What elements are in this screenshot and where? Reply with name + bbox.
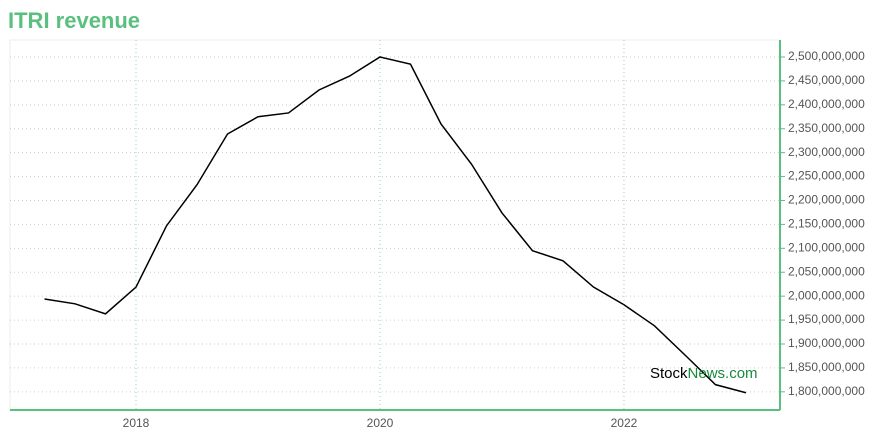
- y-tick-label: 2,250,000,000: [788, 169, 865, 183]
- line: [44, 56, 747, 394]
- plot-area: [9, 39, 781, 411]
- y-tick-label: 2,100,000,000: [788, 240, 865, 254]
- x-tick-label: 2020: [367, 416, 394, 430]
- y-tick-label: 2,500,000,000: [788, 49, 865, 63]
- y-tick-label: 1,900,000,000: [788, 336, 865, 350]
- x-tick-label: 2018: [123, 416, 150, 430]
- y-tick-label: 1,850,000,000: [788, 360, 865, 374]
- y-tick-label: 2,300,000,000: [788, 145, 865, 159]
- y-tick-label: 1,950,000,000: [788, 312, 865, 326]
- y-tick-label: 1,800,000,000: [788, 384, 865, 398]
- watermark-part: News.com: [688, 365, 758, 382]
- chart-title: ITRI revenue: [8, 8, 140, 33]
- y-tick-label: 2,450,000,000: [788, 73, 865, 87]
- y-tick-label: 2,400,000,000: [788, 97, 865, 111]
- watermark-part: Stock: [650, 365, 688, 382]
- y-tick-label: 2,000,000,000: [788, 288, 865, 302]
- x-tick-label: 2022: [611, 416, 638, 430]
- watermark: StockNews.com: [650, 365, 758, 382]
- y-tick-label: 2,150,000,000: [788, 217, 865, 231]
- y-tick-label: 2,350,000,000: [788, 121, 865, 135]
- y-tick-label: 2,050,000,000: [788, 264, 865, 278]
- y-tick-label: 2,200,000,000: [788, 193, 865, 207]
